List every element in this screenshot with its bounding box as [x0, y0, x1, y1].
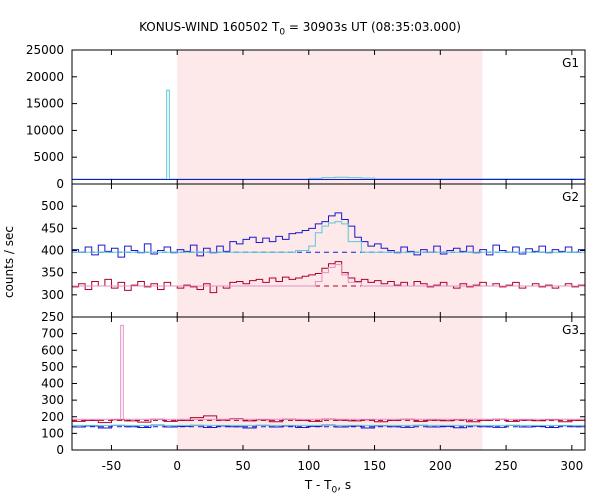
x-label-end: , s [337, 478, 352, 492]
shaded-interval-layer [177, 50, 483, 450]
y-tick-label: 400 [41, 377, 64, 391]
title-prefix: KONUS-WIND 160502 T [139, 20, 280, 34]
series-group-g2 [72, 212, 585, 294]
shaded-interval-g1 [177, 50, 483, 184]
x-tick-label: 0 [173, 459, 181, 473]
series-g2-blue-0 [72, 212, 585, 258]
x-tick-label: -50 [102, 459, 122, 473]
shaded-interval-g3 [177, 317, 483, 450]
x-tick-label: 100 [297, 459, 320, 473]
y-tick-label: 400 [41, 244, 64, 258]
y-tick-label: 250 [41, 310, 64, 324]
y-tick-label: 350 [41, 266, 64, 280]
data-series-layer [72, 89, 585, 429]
y-tick-label: 0 [56, 177, 64, 191]
y-tick-label: 0 [56, 443, 64, 457]
x-label-subscript: 0 [331, 485, 338, 496]
y-tick-label: 500 [41, 360, 64, 374]
series-g2-pink-5 [72, 264, 585, 287]
y-tick-label: 300 [41, 288, 64, 302]
series-g2-red-2 [72, 261, 585, 294]
y-tick-label: 20000 [26, 70, 64, 84]
series-group-g3 [72, 324, 585, 429]
y-tick-label: 10000 [26, 123, 64, 137]
ticks-layer [72, 50, 585, 450]
x-tick-label: 200 [429, 459, 452, 473]
x-tick-label: 50 [235, 459, 250, 473]
labels-layer: 0500010000150002000025000G12503003504004… [26, 43, 583, 473]
title-subscript: 0 [279, 27, 286, 38]
y-tick-label: 100 [41, 426, 64, 440]
x-tick-label: 250 [495, 459, 518, 473]
series-g1-cyan-0 [72, 89, 585, 180]
x-tick-label: 300 [560, 459, 583, 473]
x-label-main: T - T [304, 478, 332, 492]
y-tick-label: 450 [41, 221, 64, 235]
chart-title: KONUS-WIND 160502 T0 = 30903s UT (08:35:… [0, 20, 600, 37]
y-tick-label: 15000 [26, 97, 64, 111]
series-group-g1 [72, 89, 585, 180]
y-tick-label: 300 [41, 393, 64, 407]
x-axis-label: T - T0, s [0, 478, 600, 495]
y-tick-label: 500 [41, 199, 64, 213]
shaded-interval-g2 [177, 184, 483, 317]
panel-label-g3: G3 [562, 323, 579, 337]
panel-label-g1: G1 [562, 56, 579, 70]
y-label-text: counts / sec [2, 225, 16, 299]
y-tick-label: 700 [41, 327, 64, 341]
series-g3-pink-5 [72, 324, 585, 420]
title-suffix: = 30903s UT (08:35:03.000) [285, 20, 461, 34]
y-tick-label: 600 [41, 343, 64, 357]
y-tick-label: 25000 [26, 43, 64, 57]
panel-label-g2: G2 [562, 190, 579, 204]
series-g2-cyan-4 [72, 221, 585, 253]
x-tick-label: 150 [363, 459, 386, 473]
y-tick-label: 5000 [33, 150, 64, 164]
y-tick-label: 200 [41, 410, 64, 424]
